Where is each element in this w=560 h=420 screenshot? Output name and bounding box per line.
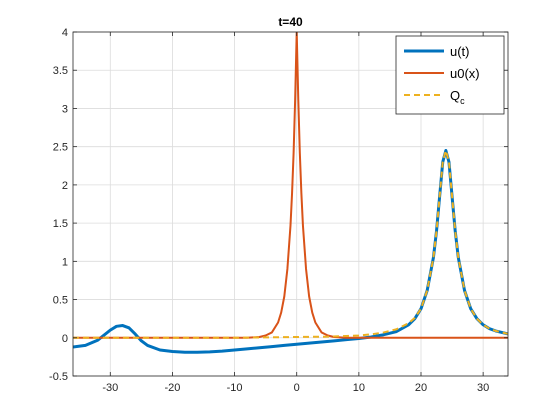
data-point-u-t — [208, 350, 211, 354]
series-line-u0-x — [73, 32, 508, 339]
data-point-u-t — [382, 333, 385, 336]
data-point-u-t — [220, 349, 224, 353]
data-point-u-t — [183, 351, 187, 354]
data-point-u-t — [258, 346, 261, 349]
x-tick-label: -10 — [227, 382, 243, 394]
data-point-u-t — [133, 332, 137, 336]
y-tick-label: 2.5 — [53, 142, 68, 154]
data-point-u-t — [469, 307, 472, 310]
y-tick-label: 1 — [62, 256, 68, 268]
y-tick-label: -0.5 — [49, 371, 68, 383]
data-point-u-t — [481, 323, 485, 326]
chart-title: t=40 — [278, 15, 303, 29]
x-tick-label: 0 — [294, 382, 300, 394]
x-tick-label: 30 — [477, 382, 489, 394]
y-tick-label: 0 — [62, 333, 68, 345]
data-point-u-t — [171, 350, 174, 353]
data-point-u-t — [196, 351, 199, 354]
data-point-u-t — [245, 347, 249, 351]
data-point-u-t — [158, 348, 162, 352]
data-point-u-t — [500, 331, 503, 334]
data-point-u-t — [345, 338, 348, 341]
axes-layer: -30 -20 -10 0 10 20 30 -0.5 0 0.5 1 1.5 2 2.5 3 3.5 4 — [49, 27, 509, 394]
data-point-u-t — [419, 307, 423, 310]
data-point-u-t — [121, 324, 124, 327]
data-point-u-t — [407, 323, 410, 326]
x-tick-label: 20 — [415, 382, 427, 394]
y-tick-label: 1.5 — [53, 218, 68, 230]
data-point-u-t — [140, 339, 143, 343]
y-tick-label: 3.5 — [53, 65, 68, 77]
data-point-u-t — [463, 289, 466, 292]
legend-label-1: u0(x) — [450, 66, 480, 81]
x-tick-label: 10 — [353, 382, 365, 394]
data-point-u-t — [233, 348, 236, 352]
data-point-u-t — [394, 330, 398, 333]
data-point-u-t — [115, 325, 118, 328]
data-point-u-t — [146, 344, 149, 347]
legend-box — [395, 35, 505, 115]
axes-box — [72, 31, 509, 377]
data-point-u-t — [453, 229, 457, 232]
data-point-u-t — [270, 345, 274, 348]
legend-label-0: u(t) — [450, 44, 470, 59]
data-point-u-t — [84, 344, 87, 347]
y-tick-label: 4 — [62, 27, 68, 39]
legend-label-subscript: c — [460, 96, 465, 106]
y-tick-label: 2 — [62, 180, 68, 192]
series-line-q-c — [73, 149, 508, 339]
x-tick-label: -20 — [164, 382, 180, 394]
data-point-u-t — [96, 338, 100, 342]
data-point-u-t — [127, 326, 131, 330]
y-tick-label: 0.5 — [53, 295, 68, 307]
data-point-u-t — [444, 149, 448, 152]
data-point-u-t — [283, 344, 286, 347]
data-point-u-t — [332, 339, 336, 343]
data-point-u-t — [320, 340, 323, 344]
x-tick-label: -30 — [102, 382, 118, 394]
legend[interactable]: u(t)u0(x)Qc — [395, 35, 505, 115]
data-point-u-t — [307, 341, 311, 345]
data-point-u-t — [109, 328, 112, 332]
y-tick-label: 3 — [62, 103, 68, 115]
legend-marker — [422, 49, 426, 53]
data-point-u-t — [295, 343, 298, 346]
series-layer — [73, 32, 508, 354]
